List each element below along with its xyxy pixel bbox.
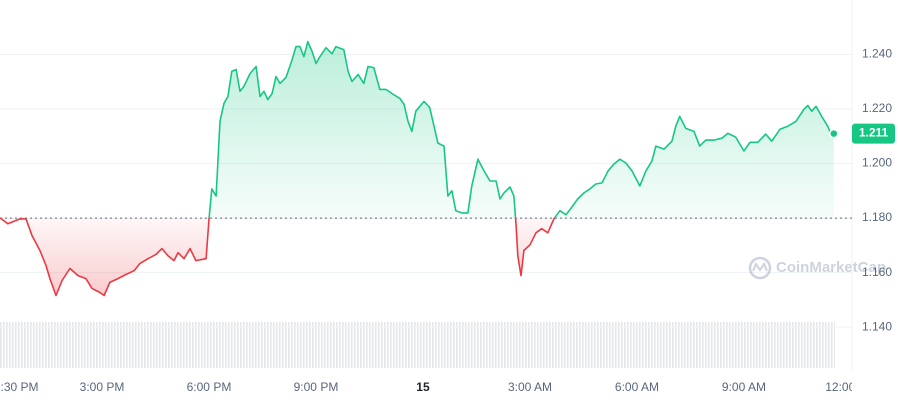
- price-tag: [852, 123, 895, 144]
- x-tick-label: 6:00 PM: [187, 380, 232, 394]
- x-tick-label: 3:00 AM: [508, 380, 552, 394]
- watermark: CoinMarketCap: [748, 256, 886, 280]
- y-tick-label: 1.240: [862, 47, 892, 61]
- x-tick-label: 3:00 PM: [80, 380, 125, 394]
- x-tick-label: 6:00 AM: [615, 380, 659, 394]
- x-tick-label: 9:00 AM: [722, 380, 766, 394]
- x-axis: 12:30 PM 3:00 PM 6:00 PM 9:00 PM 15 3:00 AM 6:…: [0, 380, 876, 394]
- price-tag-label: 1.211: [859, 126, 889, 140]
- x-tick-label: 12:30 PM: [0, 380, 39, 394]
- y-tick-label: 1.180: [862, 210, 892, 224]
- x-tick-label: 12:00 PM: [825, 380, 876, 394]
- x-tick-label: 9:00 PM: [294, 380, 339, 394]
- watermark-text: CoinMarketCap: [776, 259, 886, 276]
- y-tick-label: 1.160: [862, 265, 892, 279]
- last-point: [829, 128, 839, 139]
- volume-band: [0, 322, 835, 368]
- y-tick-label: 1.220: [862, 101, 892, 115]
- y-tick-label: 1.140: [862, 319, 892, 333]
- price-line: [0, 40, 835, 297]
- y-tick-label: 1.200: [862, 156, 892, 170]
- x-tick-label: 15: [416, 380, 430, 394]
- price-area: [0, 41, 834, 296]
